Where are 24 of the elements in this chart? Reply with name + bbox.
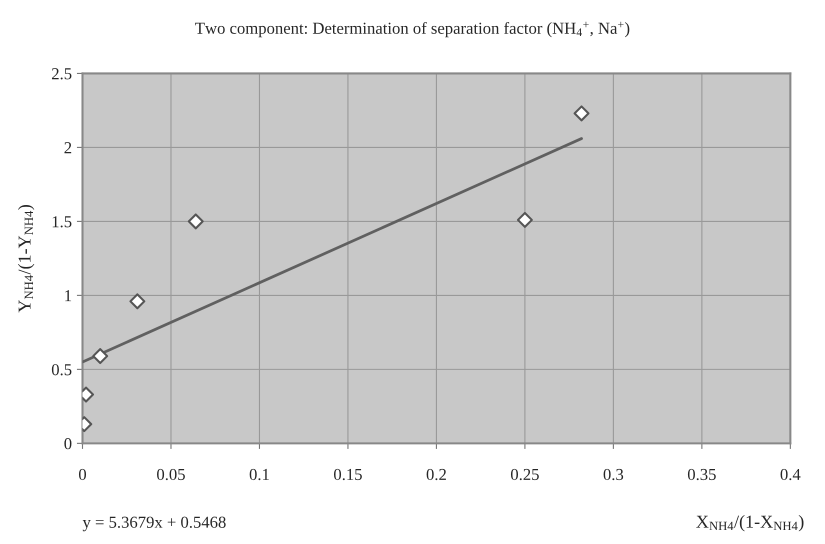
x-tick-label: 0.05 [157, 468, 185, 480]
y-axis-title: Y$_{NH4}$/(1-Y$_{NH4}$) [18, 205, 34, 312]
x-tick-label: 0.15 [334, 468, 362, 480]
x-tick-label: 0.3 [604, 468, 624, 480]
x-tick-label: 0.1 [250, 468, 269, 480]
point [188, 213, 204, 230]
x-axis-title: X$_{NH4}$/(1-X$_{NH4}$) [696, 515, 804, 532]
y-tick-label: 1 [65, 290, 72, 302]
point [92, 348, 108, 364]
y-tick-label: 0 [64, 438, 72, 450]
point [574, 105, 590, 122]
text: y = 5.3679x + 0.5468 [82, 516, 226, 532]
y-tick-label: 0.5 [52, 364, 72, 376]
x-tick-label: 0.25 [510, 468, 539, 480]
y-tick-label: 2 [64, 142, 72, 154]
y-tick-label: 1.5 [52, 216, 72, 228]
x-tick-label: 0 [78, 468, 86, 480]
chart-title: Two component: Determination of separation factor (NH$_{4}$$^{+}$, Na$^{+}$) [195, 22, 630, 38]
y-tick-label: 2.5 [52, 68, 72, 80]
x-tick-label: 0.4 [780, 468, 801, 480]
point [129, 293, 146, 310]
x-tick-label: 0.35 [688, 468, 716, 480]
point [516, 212, 533, 228]
x-tick-label: 0.2 [426, 468, 446, 480]
